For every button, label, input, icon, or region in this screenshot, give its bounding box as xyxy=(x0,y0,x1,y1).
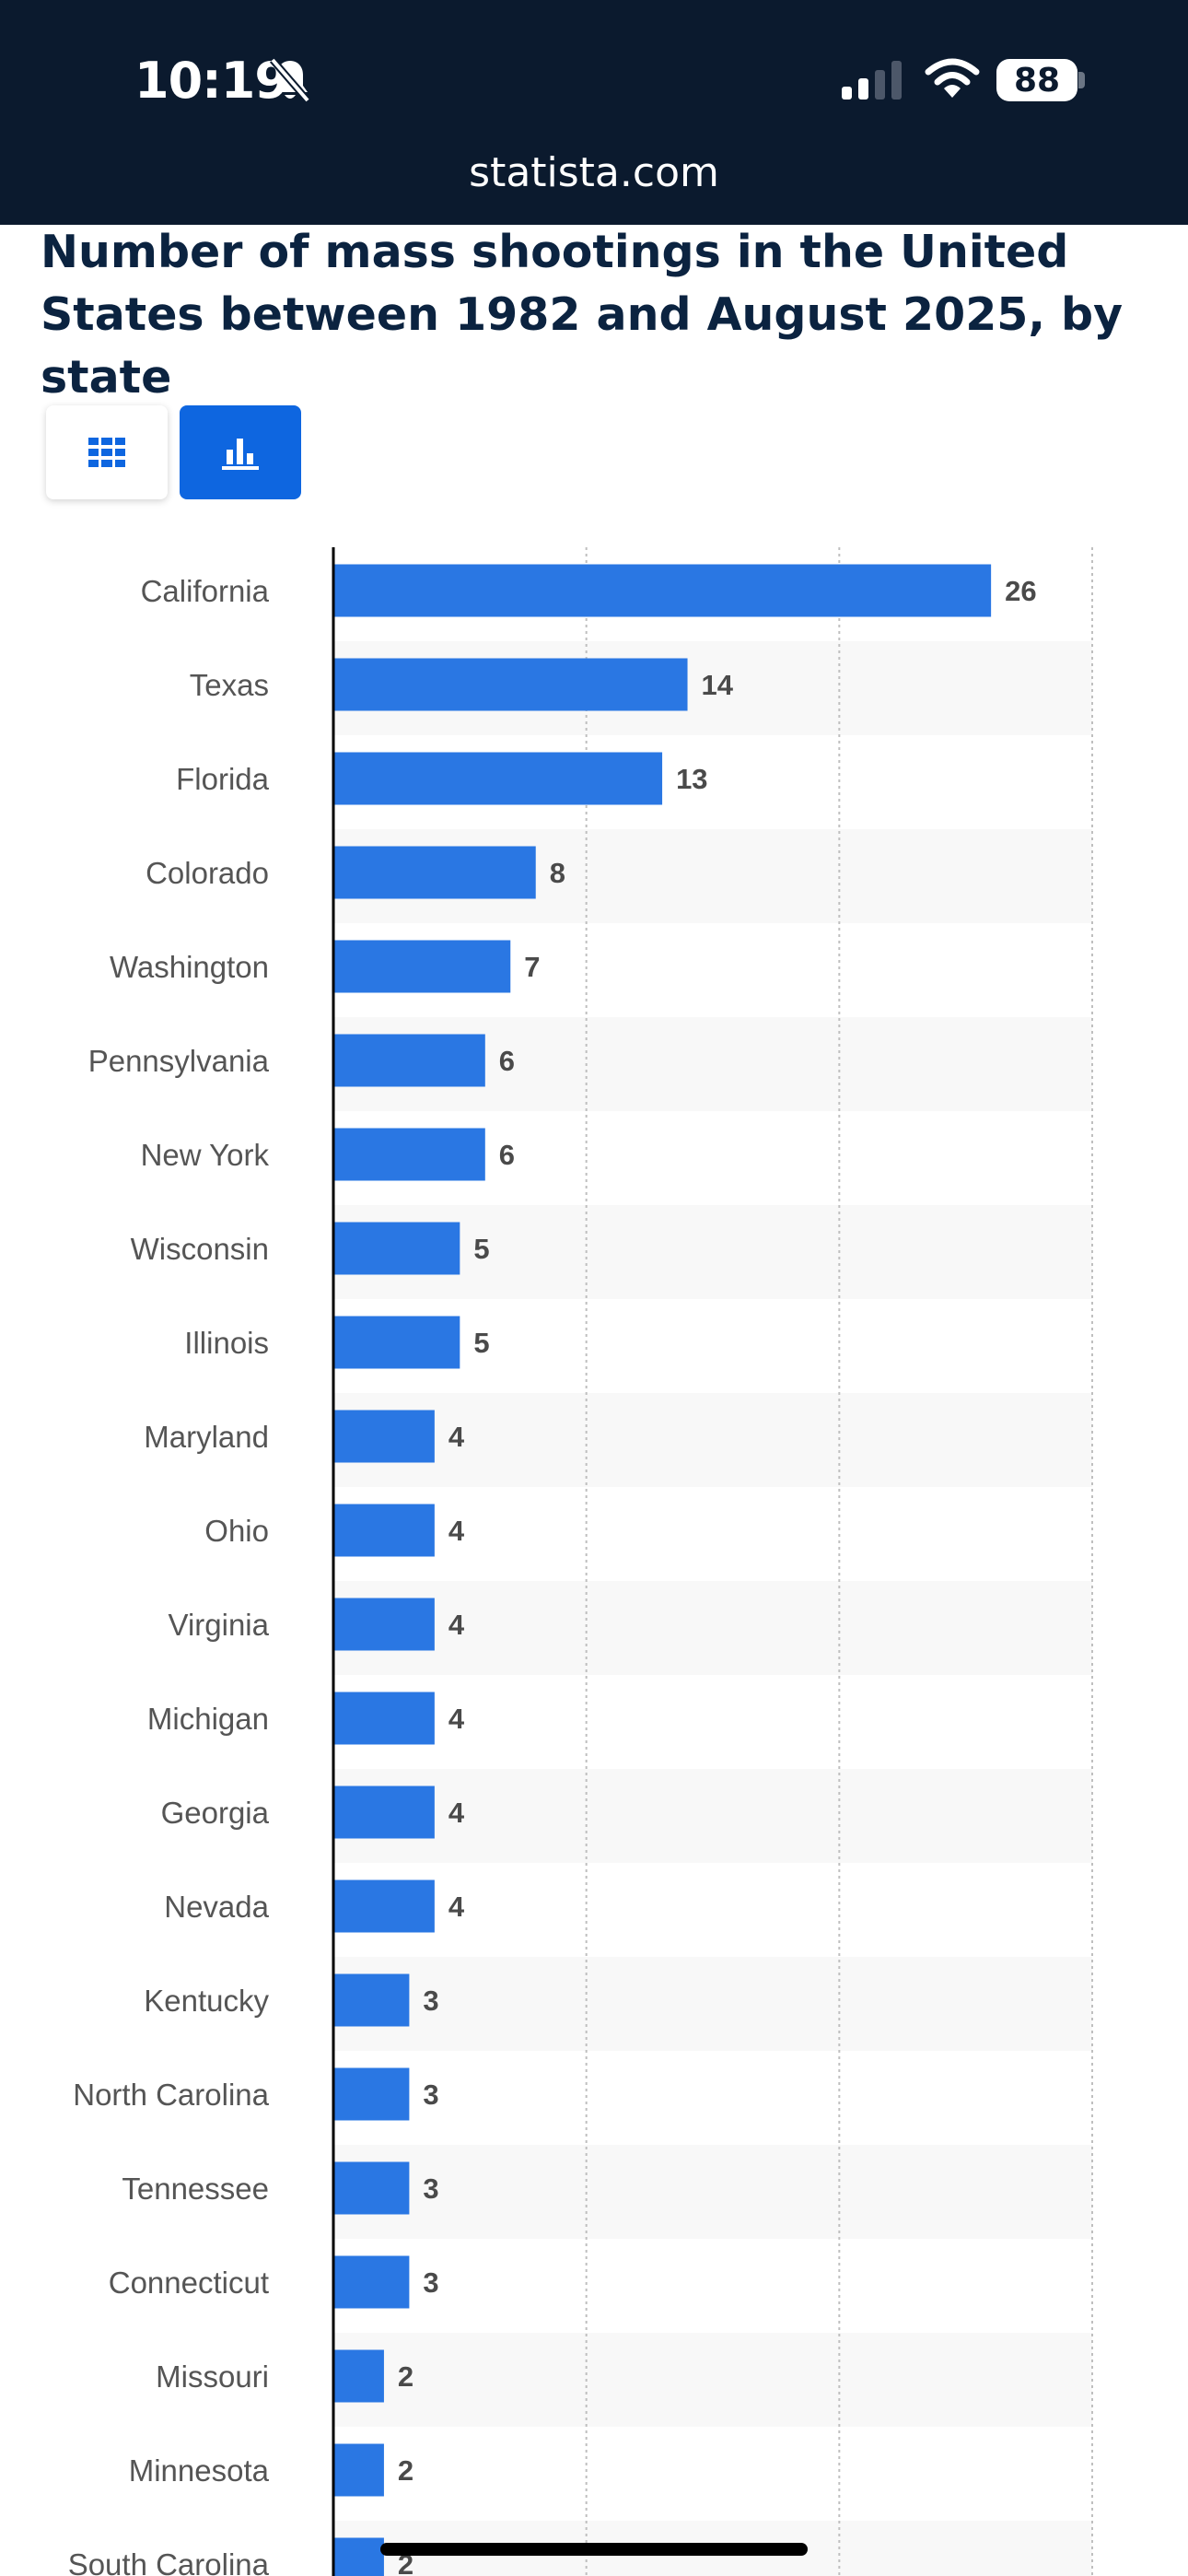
category-label: Minnesota xyxy=(129,2453,270,2488)
value-label: 6 xyxy=(499,1045,515,1077)
bar xyxy=(333,752,663,805)
bar xyxy=(333,2349,384,2403)
value-label: 4 xyxy=(448,1797,465,1829)
battery-icon: 88 xyxy=(996,59,1077,101)
url-bar[interactable]: statista.com xyxy=(469,149,719,196)
category-label: Nevada xyxy=(164,1890,269,1924)
value-label: 2 xyxy=(398,2360,413,2393)
bar xyxy=(333,1222,460,1275)
bar xyxy=(333,1786,435,1839)
category-label: New York xyxy=(141,1138,270,1172)
bar xyxy=(333,1598,435,1651)
category-label: Wisconsin xyxy=(131,1232,269,1266)
category-label: Illinois xyxy=(184,1326,269,1360)
category-label: Ohio xyxy=(204,1514,269,1548)
category-label: Texas xyxy=(190,668,269,702)
bar xyxy=(333,658,688,711)
category-label: Tennessee xyxy=(122,2172,269,2206)
value-label: 4 xyxy=(448,1703,465,1735)
value-label: 3 xyxy=(423,2172,438,2205)
bar xyxy=(333,1504,435,1557)
bar xyxy=(333,1973,410,2027)
value-label: 3 xyxy=(423,2078,438,2111)
value-label: 13 xyxy=(676,763,707,795)
category-label: Georgia xyxy=(161,1796,270,1830)
row-band xyxy=(333,1769,1092,1863)
row-band xyxy=(333,1957,1092,2051)
value-label: 4 xyxy=(448,1421,465,1453)
bar xyxy=(333,1128,485,1181)
category-label: Missouri xyxy=(156,2359,269,2394)
bar xyxy=(333,2255,410,2309)
value-label: 4 xyxy=(448,1609,465,1641)
cellular-signal-icon xyxy=(842,61,902,100)
battery-level: 88 xyxy=(1013,61,1061,100)
row-band xyxy=(333,2333,1092,2427)
home-indicator[interactable] xyxy=(380,2543,808,2556)
bar xyxy=(333,1879,435,1933)
category-label: Michigan xyxy=(147,1702,269,1736)
category-label: Florida xyxy=(176,762,270,796)
bar xyxy=(333,564,992,617)
row-band xyxy=(333,1205,1092,1299)
status-time: 10:19 xyxy=(134,52,289,110)
bar xyxy=(333,1034,485,1087)
bar-chart-icon xyxy=(222,439,259,470)
category-label: California xyxy=(141,574,270,608)
category-label: Washington xyxy=(110,950,269,984)
value-label: 8 xyxy=(550,857,565,889)
category-label: Pennsylvania xyxy=(88,1044,270,1078)
battery-tip xyxy=(1078,72,1085,88)
value-label: 26 xyxy=(1005,575,1036,607)
bar xyxy=(333,1692,435,1745)
browser-header: 10:19 88 statista.com xyxy=(0,0,1188,225)
wifi-icon xyxy=(925,58,980,98)
value-label: 2 xyxy=(398,2454,413,2487)
table-view-button[interactable] xyxy=(46,405,168,499)
grid-icon xyxy=(88,438,125,467)
chart-title: Number of mass shootings in the United S… xyxy=(41,226,1124,404)
value-label: 3 xyxy=(423,2266,438,2299)
bar xyxy=(333,2443,384,2497)
category-label: North Carolina xyxy=(73,2078,269,2112)
bar xyxy=(333,2067,410,2121)
category-label: Maryland xyxy=(144,1420,269,1454)
row-band xyxy=(333,1393,1092,1487)
category-label: South Carolina xyxy=(68,2547,270,2576)
value-label: 6 xyxy=(499,1139,515,1171)
value-label: 4 xyxy=(448,1891,465,1923)
value-label: 3 xyxy=(423,1985,438,2017)
bar xyxy=(333,2161,410,2215)
bar xyxy=(333,2537,384,2576)
row-band xyxy=(333,1581,1092,1675)
category-label: Connecticut xyxy=(109,2266,269,2300)
value-label: 5 xyxy=(473,1233,489,1265)
value-label: 14 xyxy=(702,669,734,701)
bar xyxy=(333,1410,435,1463)
value-label: 7 xyxy=(524,951,540,983)
category-label: Kentucky xyxy=(144,1984,269,2018)
chart-view-button[interactable] xyxy=(180,405,301,499)
category-label: Virginia xyxy=(169,1608,270,1642)
bar xyxy=(333,940,511,993)
row-band xyxy=(333,2145,1092,2239)
bar xyxy=(333,1316,460,1369)
value-label: 4 xyxy=(448,1515,465,1547)
category-label: Colorado xyxy=(146,856,269,890)
bell-slash-icon xyxy=(269,57,311,103)
bar xyxy=(333,846,536,899)
value-label: 5 xyxy=(473,1327,489,1359)
